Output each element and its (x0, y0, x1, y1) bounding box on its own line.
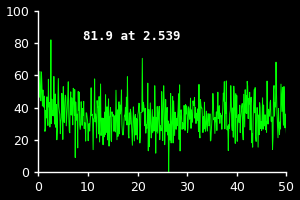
Text: 81.9 at 2.539: 81.9 at 2.539 (83, 30, 181, 43)
